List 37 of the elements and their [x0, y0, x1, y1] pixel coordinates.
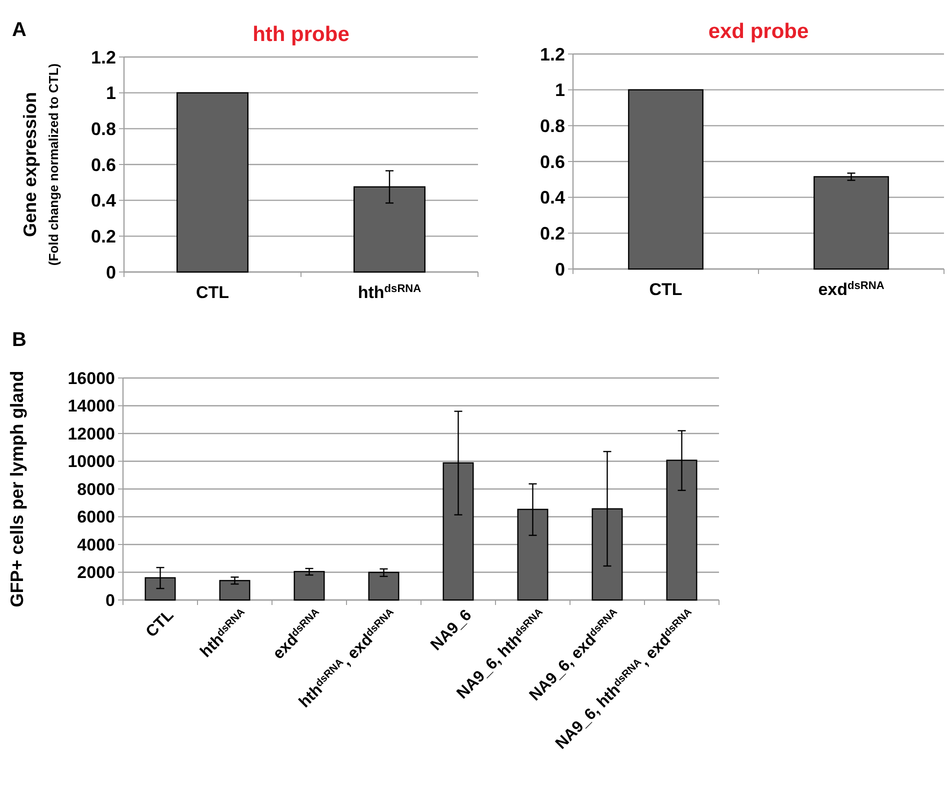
y-tick-label: 0	[106, 590, 115, 610]
y-tick-label: 10000	[68, 452, 115, 472]
y-tick-label: 0.4	[540, 188, 565, 208]
y-tick-label: 8000	[77, 480, 115, 499]
bar	[294, 570, 325, 601]
y-tick-label: 0	[106, 262, 116, 282]
x-tick-label: hth$^{dsRNA}$	[358, 283, 422, 302]
y-tick-label: 1	[554, 80, 565, 100]
y-tick-label: 12000	[68, 424, 115, 444]
x-tick-label: CTL	[649, 280, 682, 299]
y-tick-label: 14000	[68, 396, 115, 416]
y-tick-label: 4000	[77, 535, 115, 554]
y-tick-label: 0.2	[90, 226, 116, 246]
y-tick-label: 0.8	[90, 118, 116, 139]
chart-title: hth probe	[252, 23, 350, 46]
x-tick-label: CTL	[143, 606, 178, 641]
text: A	[12, 19, 26, 41]
y-tick-label: 0.6	[90, 154, 116, 175]
bar	[219, 580, 250, 601]
y-tick-label: 0.2	[540, 223, 565, 244]
y-tick-label: 0.8	[540, 116, 565, 136]
x-tick-label: exd$^{dsRNA}$	[818, 280, 884, 299]
y-tick-label: 0	[554, 259, 565, 280]
text: B	[12, 329, 26, 351]
bar	[368, 572, 400, 601]
y-tick-label: 16000	[68, 368, 115, 388]
y-tick-label: 6000	[77, 508, 115, 527]
y-axis-title: Gene expression (Fold change normalized to CTL)	[20, 63, 61, 266]
x-tick-label: CTL	[196, 283, 230, 302]
y-tick-label: 1.2	[540, 44, 565, 64]
y-tick-label: 2000	[77, 563, 115, 582]
y-axis-title: GFP+ cells per lymph gland	[7, 370, 27, 608]
y-tick-label: 0.6	[540, 152, 565, 172]
y-tick-label: 0.4	[90, 190, 116, 211]
y-tick-label: 1	[106, 83, 116, 104]
y-tick-label: 1.2	[90, 47, 116, 68]
chart-title: exd probe	[708, 20, 809, 43]
